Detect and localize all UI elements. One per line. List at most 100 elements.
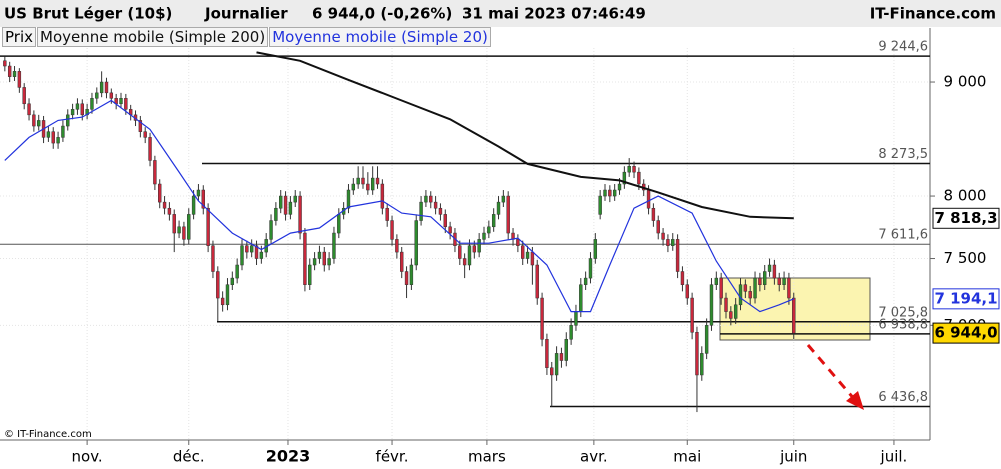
candle-body: [443, 214, 447, 228]
candle-body: [748, 291, 752, 299]
arrow: [806, 344, 857, 401]
candle-body: [279, 195, 283, 209]
candle-body: [259, 251, 264, 259]
level-label: 9 244,6: [878, 40, 928, 55]
candle-body: [685, 284, 689, 299]
moving-average: [4, 99, 795, 313]
candle-body: [661, 232, 665, 240]
candle-body: [424, 195, 428, 203]
candle-body: [220, 297, 225, 306]
candle-body: [249, 245, 254, 253]
candle-body: [521, 245, 525, 259]
candle-body: [361, 177, 365, 185]
candle-body: [419, 201, 423, 221]
candle-body: [579, 284, 583, 312]
candle-body: [632, 166, 636, 173]
candle-body: [733, 304, 738, 319]
candle-body: [17, 71, 22, 88]
candle-body: [598, 195, 602, 215]
last-value-box: [932, 288, 1000, 310]
candle-body: [395, 239, 399, 253]
candle-body: [351, 183, 356, 191]
candle-body: [196, 189, 201, 197]
candle-body: [704, 325, 709, 354]
candle-body: [433, 201, 438, 209]
level-label: 6 938,8: [878, 317, 928, 332]
candle-body: [400, 251, 404, 272]
candle-body: [690, 297, 694, 333]
candle-body: [390, 220, 394, 240]
legend-entry: Prix: [2, 27, 36, 47]
candle-body: [622, 171, 627, 185]
candle-body: [448, 226, 452, 234]
candle-body: [671, 239, 675, 246]
candle-body: [375, 177, 380, 185]
candle-body: [409, 264, 414, 285]
candle-body: [293, 195, 297, 203]
candle-body: [322, 251, 326, 266]
candle-body: [540, 297, 544, 340]
candle-body: [487, 226, 491, 234]
candle-body: [370, 177, 375, 191]
level-label: 7 611,6: [878, 228, 928, 243]
candle-body: [617, 183, 622, 191]
candle-body: [777, 277, 781, 285]
candle-body: [627, 166, 631, 173]
candle-body: [119, 98, 123, 105]
candle-body: [414, 220, 418, 266]
candle-body: [332, 232, 336, 259]
x-tick-label: févr.: [376, 448, 409, 466]
x-tick-label: déc.: [173, 448, 205, 466]
candle-body: [574, 311, 578, 326]
header-bar: [0, 0, 1001, 27]
candle-body: [298, 195, 302, 234]
candle-body: [738, 284, 743, 306]
candle-body: [491, 214, 496, 228]
y-tick-label: 7 500: [944, 249, 987, 267]
candle-body: [32, 114, 36, 127]
candle-body: [380, 183, 385, 209]
candle-body: [162, 201, 167, 209]
level-label: 8 273,5: [878, 147, 928, 162]
last-value-label: 6 944,0: [934, 324, 997, 342]
candle-body: [201, 189, 205, 209]
candle-body: [482, 232, 486, 240]
legend: Prix Moyenne mobile (Simple 200) Moyenne m…: [2, 27, 492, 47]
candle-body: [588, 258, 593, 279]
candle-body: [675, 239, 680, 272]
y-tick-label: 8 000: [944, 187, 987, 205]
candle-body: [245, 245, 249, 253]
candle-body: [709, 284, 714, 326]
candle-body: [283, 195, 288, 215]
candle-body: [216, 271, 220, 299]
candle-body: [7, 65, 12, 77]
candle-body: [187, 214, 191, 240]
candle-body: [719, 277, 723, 299]
legend-entry: Moyenne mobile (Simple 200): [37, 27, 269, 47]
candle-body: [458, 245, 462, 259]
candle-body: [787, 277, 791, 299]
candle-body: [288, 201, 293, 215]
candle-body: [104, 81, 109, 94]
candle-body: [308, 264, 312, 285]
level-label: 7 025,8: [878, 305, 928, 320]
candle-body: [462, 258, 467, 266]
candle-body: [763, 271, 767, 285]
candle-body: [51, 131, 55, 144]
candle-body: [554, 353, 559, 376]
timestamp: 31 mai 2023 07:46:49: [462, 5, 646, 23]
candle-body: [182, 226, 186, 240]
footer: © IT-Finance.com: [4, 429, 92, 440]
x-tick-label: mai: [673, 448, 701, 466]
candle-body: [550, 367, 554, 376]
candle-body: [225, 284, 230, 306]
candle-body: [90, 98, 94, 110]
x-tick-label: juin: [779, 448, 807, 466]
candle-body: [583, 277, 588, 285]
x-tick-label: juil.: [880, 448, 908, 466]
quote: 6 944,0 (-0,26%): [312, 5, 452, 23]
last-value-label: 7 194,1: [934, 289, 997, 307]
candle-body: [477, 239, 481, 253]
candle-body: [12, 71, 17, 77]
candle-body: [66, 114, 70, 127]
